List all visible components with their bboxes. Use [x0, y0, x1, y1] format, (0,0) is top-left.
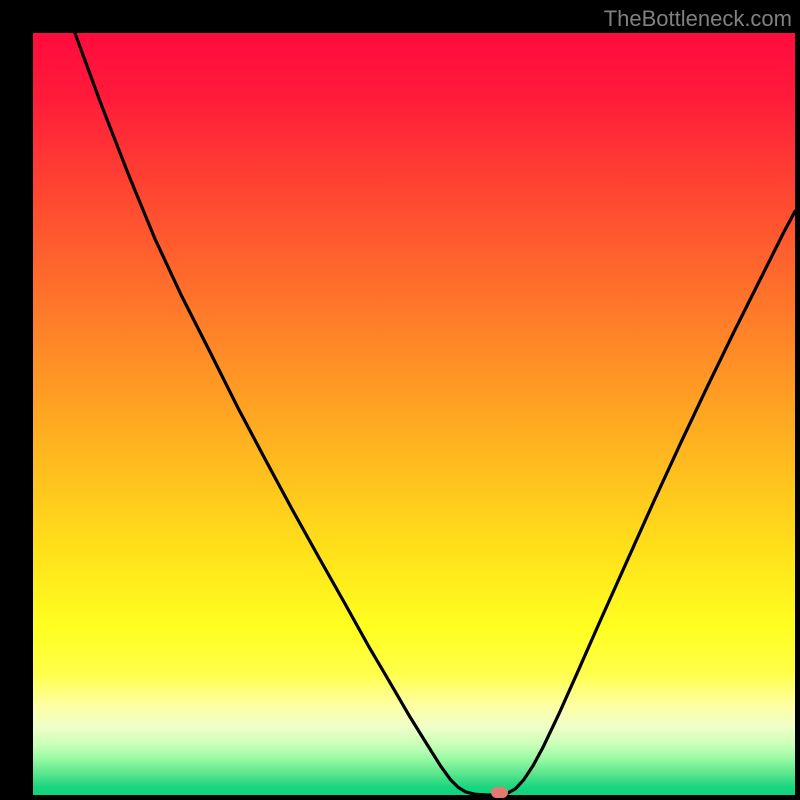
watermark-label: TheBottleneck.com	[604, 6, 792, 32]
plot-area	[33, 33, 795, 795]
bottleneck-curve	[33, 33, 795, 795]
optimum-marker	[491, 787, 508, 798]
